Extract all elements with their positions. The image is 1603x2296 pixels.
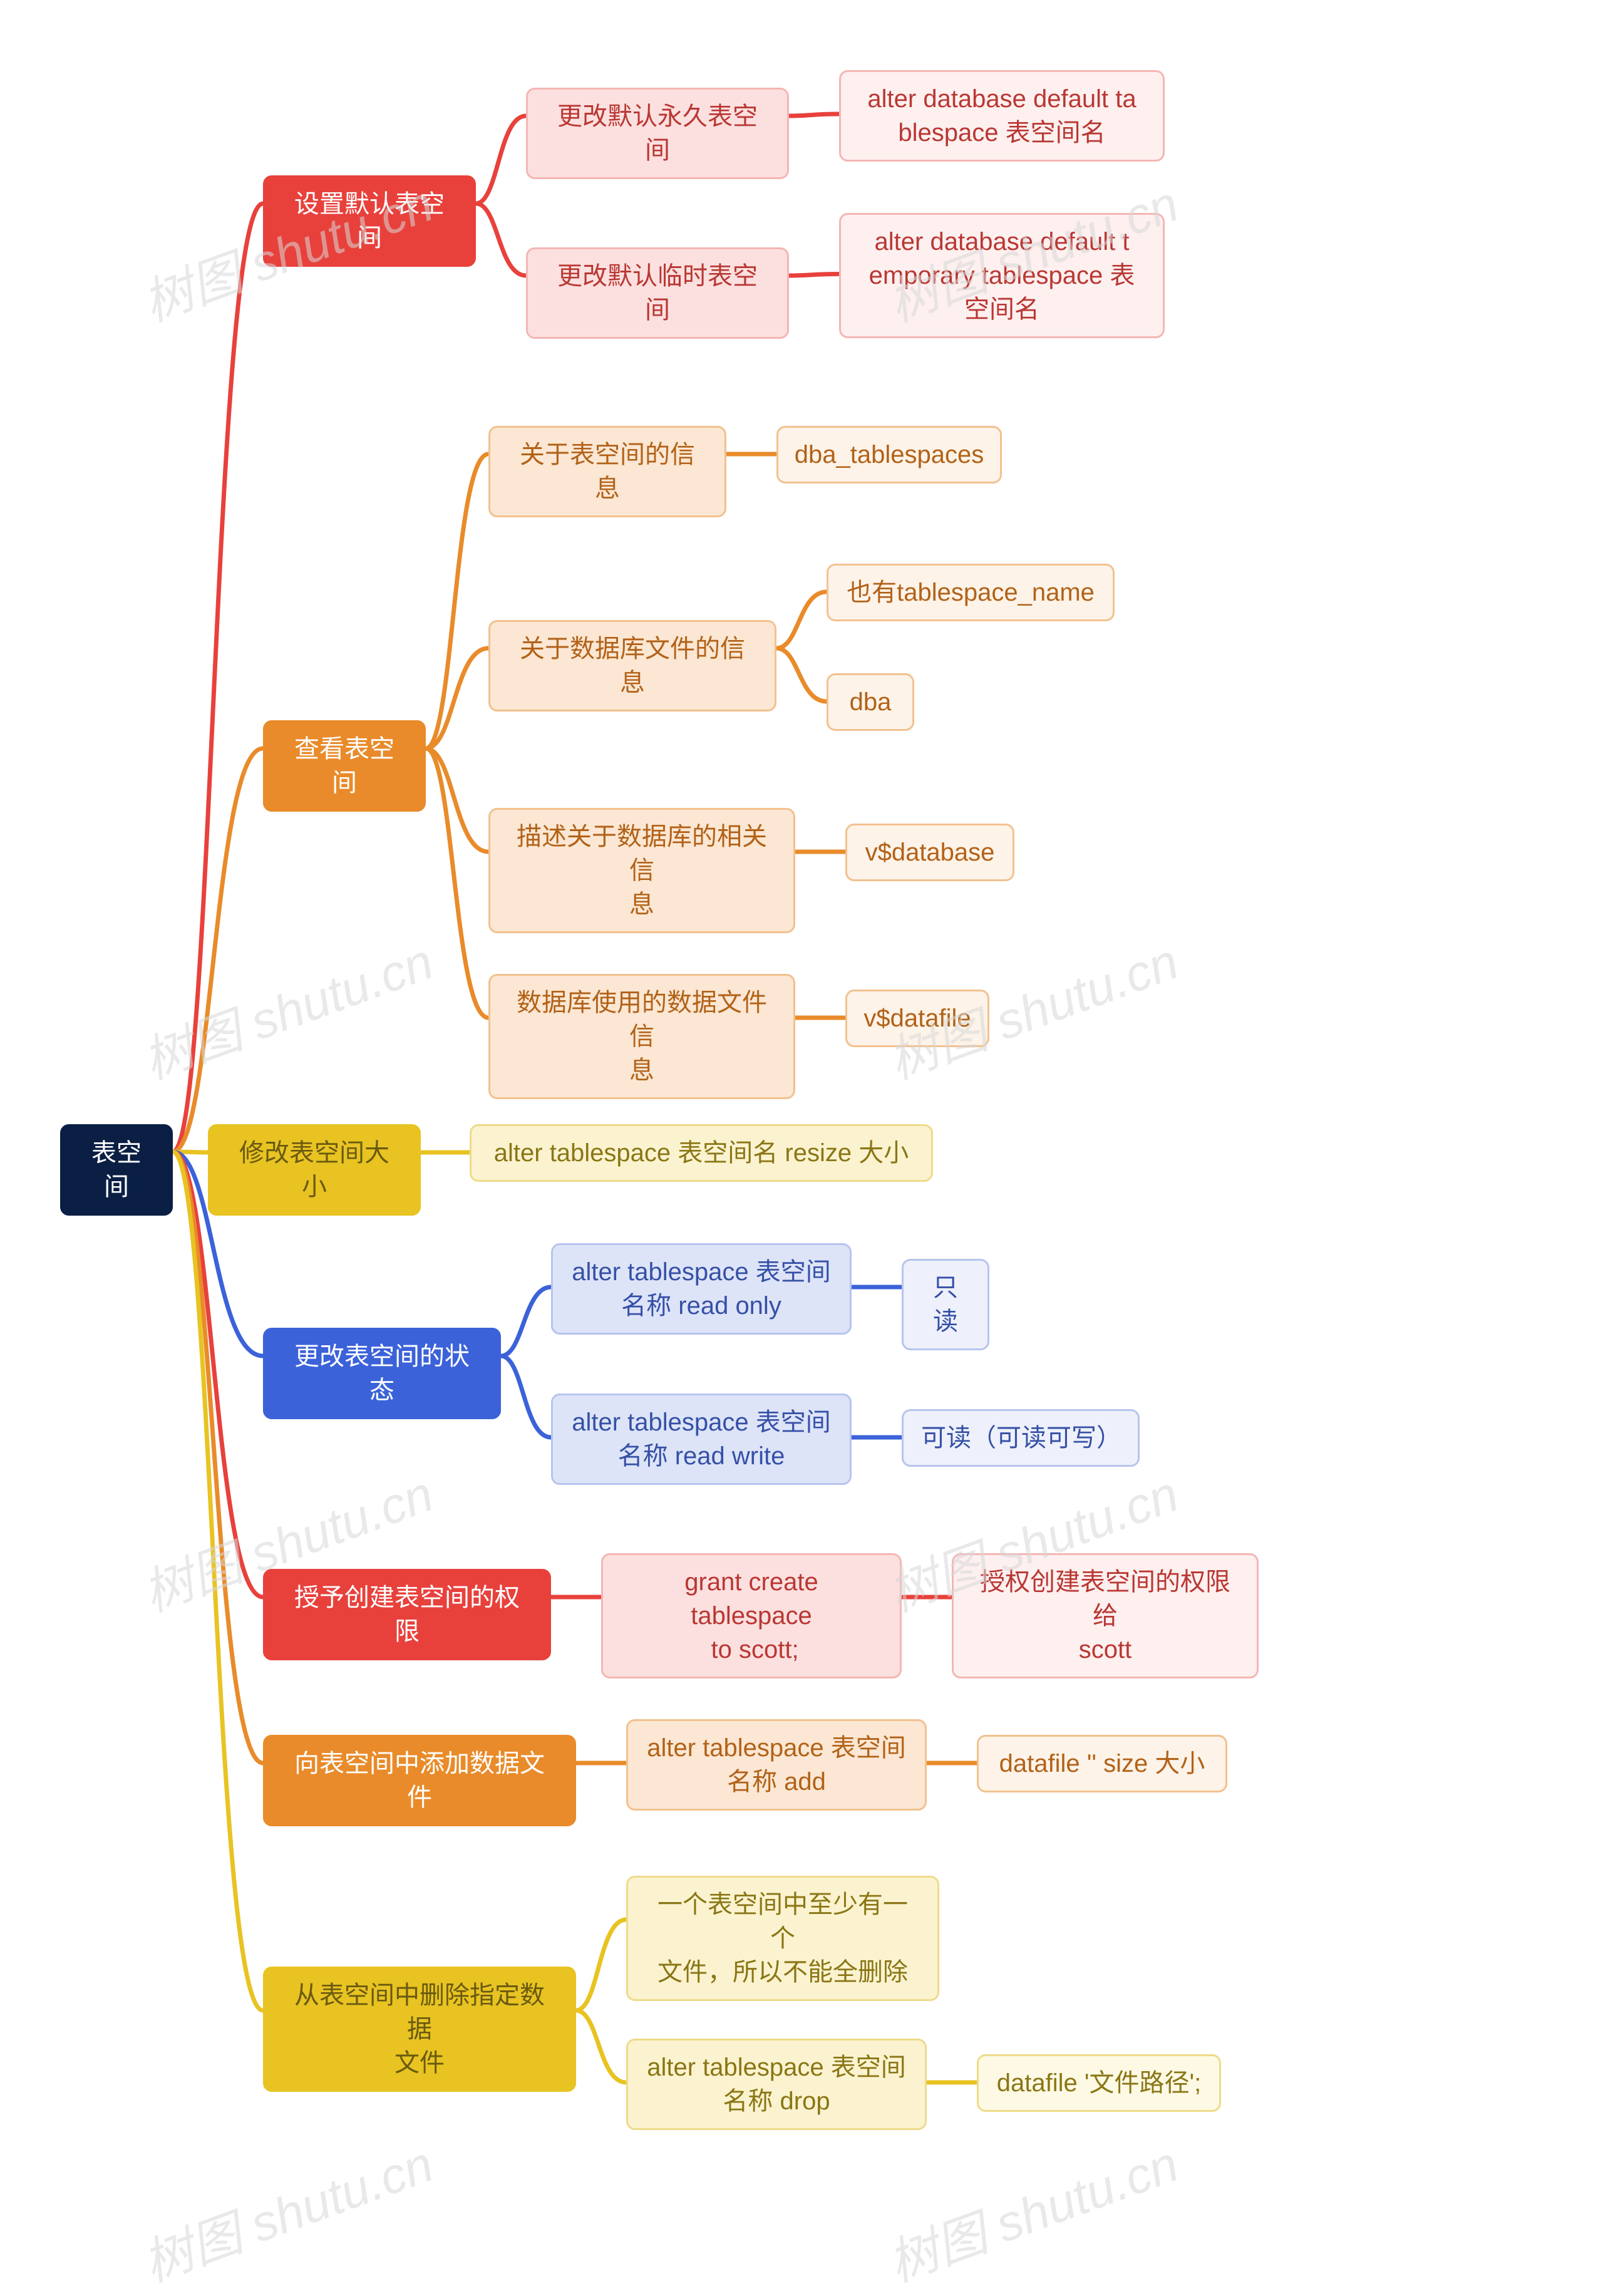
- watermark: 树图 shutu.cn: [877, 2124, 1187, 2296]
- connector: [426, 648, 488, 748]
- branch-node-b2[interactable]: 查看表空间: [263, 720, 426, 812]
- child-node-b1c2[interactable]: 更改默认临时表空间: [526, 247, 789, 339]
- connector: [576, 2010, 626, 2082]
- branch-node-b3[interactable]: 修改表空间大小: [208, 1124, 421, 1216]
- child-node-b2c1[interactable]: 关于表空间的信息: [488, 426, 726, 517]
- child-node-b4c1-label: alter tablespace 表空间 名称 read only: [572, 1255, 831, 1323]
- branch-node-b7[interactable]: 从表空间中删除指定数据 文件: [263, 1967, 576, 2092]
- child-node-b2c2[interactable]: 关于数据库文件的信息: [488, 620, 776, 711]
- child-node-b3c1[interactable]: alter tablespace 表空间名 resize 大小: [470, 1124, 933, 1182]
- connector: [776, 648, 827, 701]
- leaf-node-b4c2l1[interactable]: 可读（可读可写）: [902, 1409, 1140, 1467]
- leaf-node-b7c2l1[interactable]: datafile '文件路径';: [977, 2054, 1221, 2112]
- leaf-node-b2c3l1[interactable]: v$database: [845, 824, 1014, 881]
- leaf-node-b2c4l1[interactable]: v$datafile: [845, 990, 989, 1047]
- leaf-node-b6c1l1[interactable]: datafile '' size 大小: [977, 1735, 1227, 1792]
- branch-node-b2-label: 查看表空间: [282, 732, 406, 800]
- child-node-b2c3[interactable]: 描述关于数据库的相关信 息: [488, 808, 795, 933]
- branch-node-b4-label: 更改表空间的状态: [282, 1340, 482, 1407]
- child-node-b6c1-label: alter tablespace 表空间 名称 add: [647, 1731, 906, 1799]
- connector: [576, 1920, 626, 2010]
- leaf-node-b6c1l1-label: datafile '' size 大小: [999, 1747, 1205, 1781]
- child-node-b7c2-label: alter tablespace 表空间 名称 drop: [647, 2050, 906, 2118]
- root-node-label: 表空间: [80, 1136, 153, 1204]
- connector: [476, 204, 526, 276]
- leaf-node-b1c2l1[interactable]: alter database default t emporary tables…: [839, 213, 1165, 338]
- child-node-b6c1[interactable]: alter tablespace 表空间 名称 add: [626, 1719, 927, 1811]
- child-node-b2c3-label: 描述关于数据库的相关信 息: [508, 820, 776, 921]
- leaf-node-b7c2l1-label: datafile '文件路径';: [997, 2066, 1201, 2100]
- leaf-node-b5c1l1-label: 授权创建表空间的权限给 scott: [971, 1565, 1239, 1667]
- child-node-b2c1-label: 关于表空间的信息: [508, 438, 707, 505]
- leaf-node-b1c2l1-label: alter database default t emporary tables…: [869, 225, 1135, 326]
- branch-node-b6-label: 向表空间中添加数据文件: [282, 1747, 557, 1814]
- connector: [426, 454, 488, 748]
- connector: [776, 592, 827, 648]
- connector: [501, 1287, 551, 1356]
- branch-node-b3-label: 修改表空间大小: [227, 1136, 401, 1204]
- child-node-b5c1-label: grant create tablespace to scott;: [621, 1565, 882, 1667]
- connector: [476, 116, 526, 204]
- leaf-node-b2c2l1[interactable]: 也有tablespace_name: [827, 564, 1115, 621]
- watermark: 树图 shutu.cn: [131, 2124, 441, 2296]
- connector: [789, 274, 839, 276]
- root-node[interactable]: 表空间: [60, 1124, 173, 1216]
- child-node-b5c1[interactable]: grant create tablespace to scott;: [601, 1553, 902, 1678]
- connector: [173, 1152, 263, 1763]
- leaf-node-b4c1l1-label: 只读: [921, 1271, 970, 1338]
- connector: [426, 748, 488, 852]
- branch-node-b7-label: 从表空间中删除指定数据 文件: [282, 1978, 557, 2080]
- branch-node-b6[interactable]: 向表空间中添加数据文件: [263, 1735, 576, 1826]
- branch-node-b4[interactable]: 更改表空间的状态: [263, 1328, 501, 1419]
- leaf-node-b5c1l1[interactable]: 授权创建表空间的权限给 scott: [952, 1553, 1259, 1678]
- leaf-node-b2c3l1-label: v$database: [865, 835, 995, 869]
- watermark-text: 树图 shutu.cn: [136, 2136, 440, 2292]
- child-node-b4c2[interactable]: alter tablespace 表空间 名称 read write: [551, 1394, 852, 1485]
- child-node-b3c1-label: alter tablespace 表空间名 resize 大小: [494, 1136, 909, 1170]
- child-node-b2c4-label: 数据库使用的数据文件信 息: [508, 986, 776, 1087]
- leaf-node-b1c1l1-label: alter database default ta blespace 表空间名: [867, 82, 1136, 150]
- child-node-b1c1[interactable]: 更改默认永久表空间: [526, 88, 789, 179]
- connector: [173, 1152, 263, 1597]
- leaf-node-b2c1l1-label: dba_tablespaces: [795, 438, 984, 472]
- connector: [173, 204, 263, 1152]
- child-node-b4c2-label: alter tablespace 表空间 名称 read write: [572, 1405, 831, 1473]
- child-node-b1c1-label: 更改默认永久表空间: [545, 100, 770, 167]
- child-node-b2c2-label: 关于数据库文件的信息: [508, 632, 757, 700]
- connector: [426, 748, 488, 1018]
- leaf-node-b2c2l1-label: 也有tablespace_name: [847, 576, 1095, 609]
- branch-node-b1[interactable]: 设置默认表空间: [263, 175, 476, 267]
- leaf-node-b2c1l1[interactable]: dba_tablespaces: [776, 426, 1002, 484]
- child-node-b7c1[interactable]: 一个表空间中至少有一个 文件，所以不能全删除: [626, 1876, 939, 2001]
- leaf-node-b1c1l1[interactable]: alter database default ta blespace 表空间名: [839, 70, 1165, 162]
- child-node-b7c1-label: 一个表空间中至少有一个 文件，所以不能全删除: [646, 1888, 920, 1989]
- leaf-node-b4c2l1-label: 可读（可读可写）: [921, 1421, 1120, 1455]
- child-node-b1c2-label: 更改默认临时表空间: [545, 259, 770, 327]
- branch-node-b5[interactable]: 授予创建表空间的权限: [263, 1569, 551, 1660]
- leaf-node-b2c2l2-label: dba: [850, 685, 892, 719]
- leaf-node-b2c4l1-label: v$datafile: [863, 1001, 971, 1035]
- leaf-node-b4c1l1[interactable]: 只读: [902, 1259, 989, 1350]
- connector: [501, 1356, 551, 1437]
- branch-node-b1-label: 设置默认表空间: [282, 187, 456, 255]
- watermark: 树图 shutu.cn: [131, 921, 441, 1094]
- watermark-text: 树图 shutu.cn: [136, 933, 440, 1089]
- child-node-b4c1[interactable]: alter tablespace 表空间 名称 read only: [551, 1243, 852, 1335]
- connector: [173, 748, 263, 1152]
- branch-node-b5-label: 授予创建表空间的权限: [282, 1581, 532, 1648]
- connector: [789, 114, 839, 116]
- leaf-node-b2c2l2[interactable]: dba: [827, 673, 914, 731]
- child-node-b2c4[interactable]: 数据库使用的数据文件信 息: [488, 974, 795, 1099]
- connector: [173, 1152, 263, 2010]
- watermark-text: 树图 shutu.cn: [881, 2136, 1185, 2292]
- mindmap-canvas: 表空间 设置默认表空间 更改默认永久表空间 alter database defaul…: [0, 0, 1603, 2263]
- child-node-b7c2[interactable]: alter tablespace 表空间 名称 drop: [626, 2039, 927, 2130]
